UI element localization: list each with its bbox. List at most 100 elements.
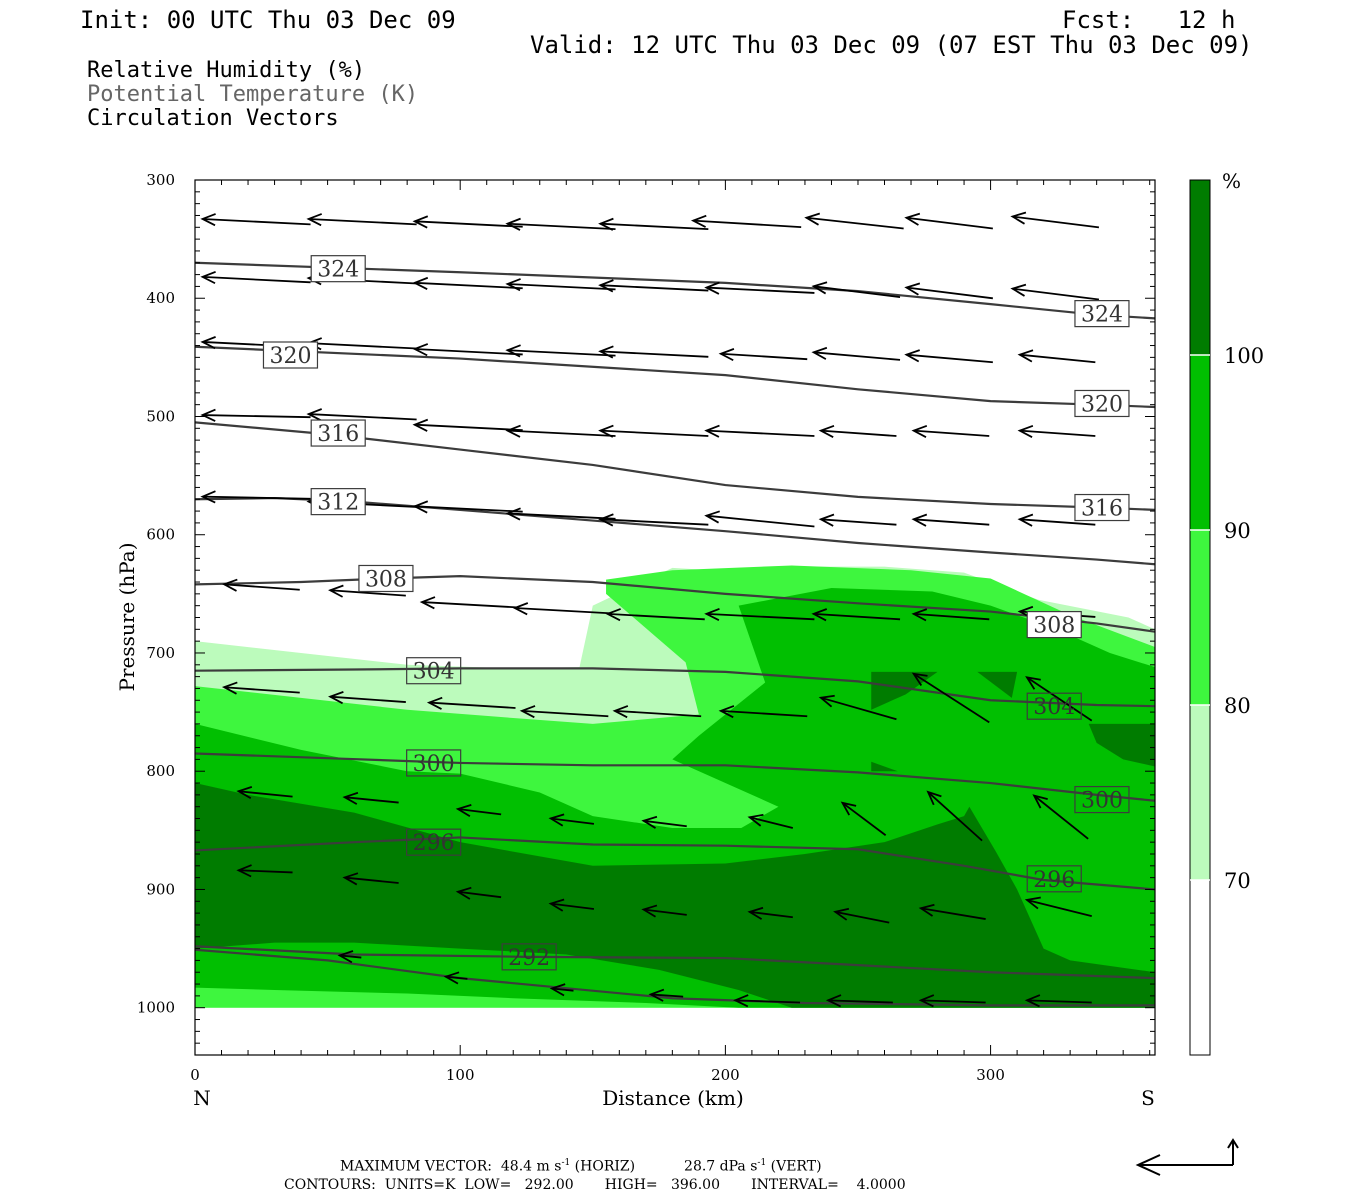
vector-arrow — [833, 907, 890, 924]
contour-label-292: 292 — [501, 943, 557, 971]
horiz-unit: (HORIZ) — [574, 1158, 636, 1175]
vector-arrow — [200, 271, 311, 285]
vector-arrow — [412, 418, 523, 432]
contour-label-text: 308 — [1033, 614, 1075, 639]
colorbar-unit: % — [1222, 169, 1241, 193]
vector-arrow — [918, 903, 986, 920]
theta-contour-316 — [195, 421, 1155, 511]
vector-arrow — [1017, 513, 1096, 527]
vector-arrow — [337, 950, 362, 964]
vector-arrow — [505, 217, 616, 231]
vector-arrow — [904, 212, 993, 230]
colorbar-band — [1190, 880, 1210, 1055]
contour-label-text: 300 — [413, 752, 455, 777]
x-tick-label: 100 — [446, 1066, 475, 1084]
vector-arrow — [548, 898, 595, 912]
contour-label-320: 320 — [262, 341, 319, 369]
contour-label-300: 300 — [406, 749, 462, 777]
vector-arrow — [804, 212, 904, 230]
vector-arrow — [911, 424, 990, 439]
vector-arrow — [704, 510, 815, 528]
max-vector-label: MAXIMUM VECTOR: — [340, 1158, 492, 1175]
vector-arrow — [704, 281, 815, 295]
vector-arrow — [598, 513, 709, 527]
vector-arrow — [306, 408, 417, 422]
vector-arrow — [641, 815, 687, 829]
vector-arrow — [306, 213, 417, 227]
rh-region-100 — [1088, 723, 1155, 767]
vector-arrow — [549, 983, 574, 997]
vector-arrow — [598, 345, 709, 359]
colorbar-level-label: 100 — [1224, 344, 1264, 368]
contour-label-text: 308 — [365, 567, 407, 592]
y-tick-label: 800 — [146, 762, 175, 780]
y-axis-label: Pressure (hPa) — [115, 543, 139, 692]
contour-label-308: 308 — [1026, 610, 1082, 639]
max-vert-value: 28.7 dPa s — [684, 1158, 758, 1175]
vector-arrow — [811, 281, 901, 299]
vector-arrow — [412, 343, 523, 357]
x-tick-label: 0 — [190, 1066, 200, 1084]
vector-arrow — [818, 694, 897, 721]
colorbar-band — [1190, 705, 1210, 880]
contour-label-324: 324 — [310, 255, 366, 283]
vector-arrow — [904, 349, 993, 364]
y-tick-label: 300 — [146, 171, 175, 189]
vector-arrow — [426, 696, 516, 710]
contour-label-text: 312 — [317, 491, 359, 516]
vector-arrow — [342, 791, 399, 805]
vert-exponent: -1 — [757, 1158, 767, 1168]
max-vector-line: MAXIMUM VECTOR: 48.4 m s -1 (HORIZ) 28.7 … — [340, 1158, 822, 1175]
contour-label-316: 316 — [310, 419, 366, 447]
vector-arrow — [519, 705, 609, 719]
contour-label-320: 320 — [1074, 389, 1130, 417]
x-end-label-left: N — [193, 1086, 211, 1110]
plot-frame: 300 400 500 600 700 800 900 1000 0 100 200 300 — [137, 171, 1156, 1084]
colorbar-level-label: 90 — [1224, 519, 1251, 543]
rh-region-100 — [977, 671, 1018, 698]
contour-labels: 324 324 320 320 316 316 312 308 308 304 304 300 300 2… — [262, 255, 1130, 971]
colorbar-band — [1190, 530, 1210, 705]
vector-arrow — [236, 786, 293, 799]
contour-label-text: 320 — [269, 344, 311, 369]
vector-arrow — [648, 988, 684, 1002]
vector-arrow — [911, 513, 990, 527]
vector-arrow — [505, 344, 616, 358]
x-axis-label: Distance (km) — [602, 1086, 744, 1110]
theta-contour-296 — [195, 836, 1155, 891]
theta-contour-300 — [195, 752, 1155, 802]
vector-arrow — [412, 215, 523, 229]
contour-label-312: 312 — [310, 488, 366, 516]
colorbar-level-label: 70 — [1224, 869, 1251, 893]
contour-label-text: 292 — [508, 946, 550, 971]
vector-arrow — [911, 608, 990, 622]
rh-region-100 — [871, 671, 938, 710]
max-horiz-value: 48.4 m s — [500, 1158, 562, 1175]
vector-arrow — [605, 608, 705, 622]
vector-arrow — [306, 337, 417, 351]
vector-arrow — [455, 804, 502, 818]
contour-label-text: 324 — [317, 258, 359, 283]
vector-arrow — [328, 691, 406, 705]
y-tick-label: 500 — [146, 407, 175, 425]
vector-arrow — [443, 971, 468, 985]
contour-label-text: 304 — [1033, 695, 1075, 720]
contour-label-296: 296 — [1026, 865, 1082, 893]
vector-arrow — [818, 513, 897, 527]
colorbar-band — [1190, 180, 1210, 355]
colorbar-level-label: 80 — [1224, 694, 1251, 718]
contour-label-text: 300 — [1081, 789, 1123, 814]
vector-arrow — [718, 348, 808, 362]
field-label-theta: Potential Temperature (K) — [87, 82, 419, 107]
vector-arrow — [412, 500, 523, 514]
contour-label-text: 304 — [413, 660, 455, 685]
x-end-label-right: S — [1141, 1086, 1155, 1110]
vector-arrow — [926, 790, 983, 842]
vector-arrow — [505, 278, 616, 292]
theta-contour-292 — [195, 945, 1155, 980]
vector-arrow — [747, 906, 793, 920]
valid-time: Valid: 12 UTC Thu 03 Dec 09 (07 EST Thu … — [530, 31, 1253, 59]
vector-arrow — [818, 424, 897, 439]
circulation-vectors — [200, 211, 1100, 1008]
